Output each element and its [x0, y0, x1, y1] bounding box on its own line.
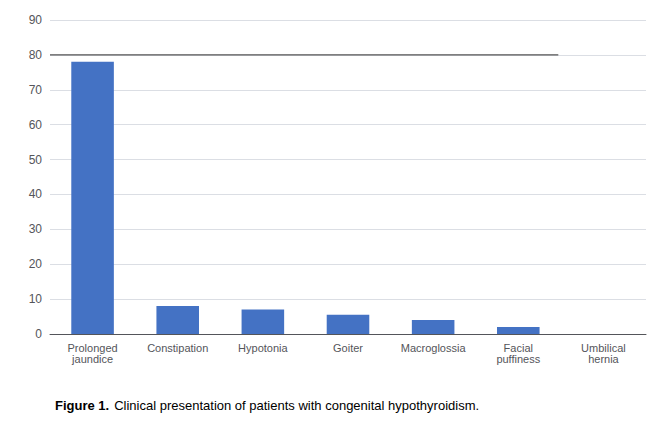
svg-text:20: 20 — [29, 257, 43, 271]
svg-text:jaundice: jaundice — [71, 353, 113, 365]
svg-text:30: 30 — [29, 222, 43, 236]
svg-text:70: 70 — [29, 83, 43, 97]
svg-text:Prolonged: Prolonged — [67, 341, 118, 354]
svg-text:40: 40 — [29, 187, 43, 201]
svg-text:Hypotonia: Hypotonia — [238, 342, 288, 354]
svg-text:90: 90 — [29, 13, 43, 27]
svg-text:80: 80 — [29, 48, 43, 62]
svg-text:50: 50 — [29, 153, 43, 167]
svg-text:puffiness: puffiness — [496, 353, 540, 365]
svg-text:0: 0 — [35, 327, 42, 341]
svg-text:Clinical presentation of patie: Clinical presentation of patients with c… — [114, 398, 479, 413]
svg-text:Constipation: Constipation — [147, 342, 208, 354]
svg-text:hernia: hernia — [588, 353, 619, 365]
svg-text:Macroglossia: Macroglossia — [401, 342, 467, 354]
svg-text:Umbilical: Umbilical — [581, 341, 626, 354]
svg-text:Facial: Facial — [503, 341, 533, 354]
svg-text:10: 10 — [29, 292, 43, 306]
svg-text:Figure 1.: Figure 1. — [55, 398, 109, 413]
svg-text:60: 60 — [29, 118, 43, 132]
svg-text:Goiter: Goiter — [333, 342, 363, 354]
